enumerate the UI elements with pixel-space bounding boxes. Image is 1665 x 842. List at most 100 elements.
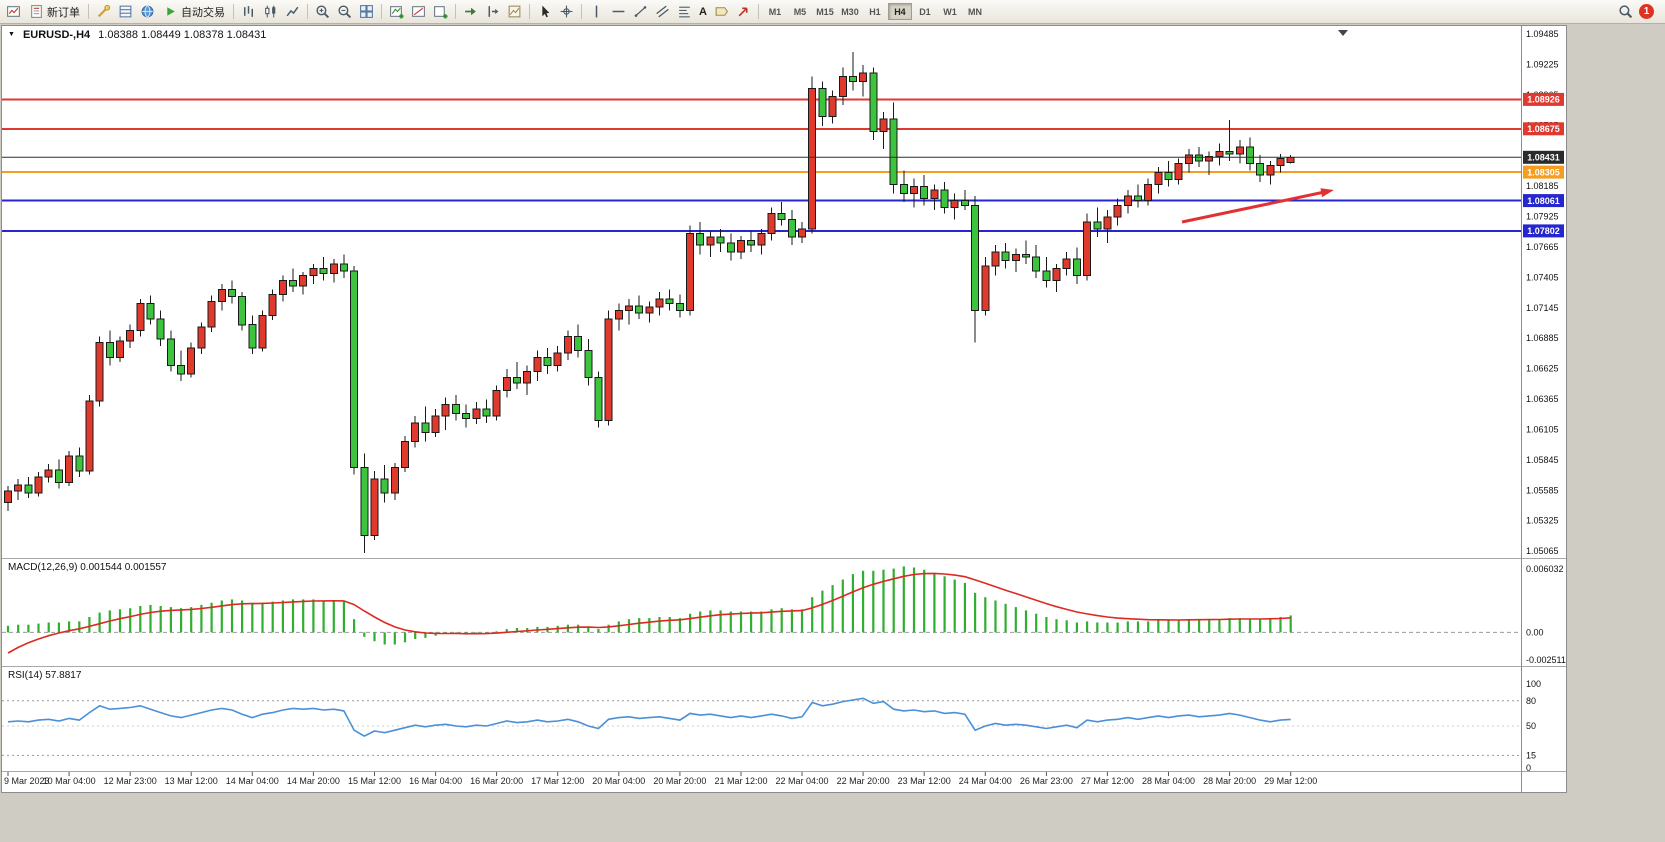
svg-text:15 Mar 12:00: 15 Mar 12:00 (348, 776, 401, 786)
notification-badge[interactable]: 1 (1639, 4, 1654, 19)
timeframe-m15-button[interactable]: M15 (813, 3, 837, 20)
price-tag (1523, 194, 1564, 208)
chart-window-button[interactable] (3, 2, 24, 22)
svg-text:1.05065: 1.05065 (1526, 546, 1559, 556)
toolbar-separator (307, 4, 308, 19)
market-depth-button[interactable] (115, 2, 136, 22)
search-button[interactable] (1615, 2, 1636, 22)
bar-chart-icon (241, 4, 256, 19)
tile-windows-icon (359, 4, 374, 19)
svg-text:13 Mar 12:00: 13 Mar 12:00 (165, 776, 218, 786)
auto-scroll-icon (463, 4, 478, 19)
svg-text:1.08675: 1.08675 (1527, 124, 1560, 134)
svg-text:9 Mar 2023: 9 Mar 2023 (4, 776, 50, 786)
horizontal-line-button[interactable] (608, 2, 629, 22)
svg-text:23 Mar 12:00: 23 Mar 12:00 (898, 776, 951, 786)
text-button[interactable]: A (696, 2, 710, 22)
timeframe-h1-button[interactable]: H1 (863, 3, 887, 20)
timeframe-m5-button[interactable]: M5 (788, 3, 812, 20)
crosshair-icon (559, 4, 574, 19)
candlestick-chart-icon (263, 4, 278, 19)
line-chart-button[interactable] (282, 2, 303, 22)
svg-text:1.08305: 1.08305 (1527, 167, 1560, 177)
timeframe-m30-button[interactable]: M30 (838, 3, 862, 20)
objects-list-button[interactable] (408, 2, 429, 22)
search-icon (1618, 4, 1633, 19)
macd-histogram (6, 566, 1292, 645)
arrow-objects-icon (736, 4, 751, 19)
trend-arrow-annotation[interactable] (1181, 188, 1334, 224)
price-tag (1523, 92, 1564, 106)
svg-text:16 Mar 04:00: 16 Mar 04:00 (409, 776, 462, 786)
timeframe-h4-button[interactable]: H4 (887, 3, 912, 20)
svg-text:1.07925: 1.07925 (1526, 212, 1559, 222)
community-button[interactable] (137, 2, 158, 22)
svg-text:1.05585: 1.05585 (1526, 485, 1559, 495)
toolbar-separator (529, 4, 530, 19)
macd-panel (2, 566, 1521, 654)
timeframe-d1-button[interactable]: D1 (913, 3, 937, 20)
svg-text:1.06625: 1.06625 (1526, 364, 1559, 374)
svg-text:1.07145: 1.07145 (1526, 303, 1559, 313)
svg-text:14 Mar 20:00: 14 Mar 20:00 (287, 776, 340, 786)
svg-text:28 Mar 04:00: 28 Mar 04:00 (1142, 776, 1195, 786)
auto-trading-button[interactable]: 自动交易 (159, 2, 229, 22)
toolbar-separator (88, 4, 89, 19)
zoom-in-button[interactable] (312, 2, 333, 22)
bar-chart-button[interactable] (238, 2, 259, 22)
timeframe-m1-button[interactable]: M1 (763, 3, 787, 20)
vertical-line-button[interactable] (586, 2, 607, 22)
svg-text:28 Mar 20:00: 28 Mar 20:00 (1203, 776, 1256, 786)
svg-text:80: 80 (1526, 696, 1536, 706)
chart-canvas[interactable]: 1.094851.092251.089651.087051.084451.081… (2, 26, 1566, 792)
chart-template-button[interactable] (504, 2, 525, 22)
crosshair-button[interactable] (556, 2, 577, 22)
wizard-button[interactable] (93, 2, 114, 22)
price-tag (1523, 150, 1564, 164)
svg-text:1.05845: 1.05845 (1526, 455, 1559, 465)
cursor-button[interactable] (534, 2, 555, 22)
arrow-objects-button[interactable] (733, 2, 754, 22)
svg-text:0.006032: 0.006032 (1526, 564, 1564, 574)
zoom-out-button[interactable] (334, 2, 355, 22)
tile-windows-button[interactable] (356, 2, 377, 22)
horizontal-line-icon (611, 4, 626, 19)
svg-text:1.09485: 1.09485 (1526, 29, 1559, 39)
toolbar-separator (455, 4, 456, 19)
text-label-icon (714, 4, 729, 19)
chart-template-icon (507, 4, 522, 19)
price-chart-svg[interactable]: 1.094851.092251.089651.087051.084451.081… (2, 26, 1566, 792)
chart-shift-icon (485, 4, 500, 19)
price-axis-background (1522, 26, 1566, 792)
svg-text:21 Mar 12:00: 21 Mar 12:00 (714, 776, 767, 786)
svg-text:1.08061: 1.08061 (1527, 196, 1560, 206)
text-label-button[interactable] (711, 2, 732, 22)
svg-text:100: 100 (1526, 679, 1541, 689)
toolbar-separator (757, 4, 759, 19)
auto-trading-icon (163, 4, 178, 19)
svg-text:22 Mar 04:00: 22 Mar 04:00 (775, 776, 828, 786)
new-order-icon (29, 4, 44, 19)
timeframe-mn-button[interactable]: MN (963, 3, 987, 20)
community-icon (140, 4, 155, 19)
chart-shift-marker[interactable] (1338, 30, 1348, 36)
auto-scroll-button[interactable] (460, 2, 481, 22)
cursor-icon (537, 4, 552, 19)
chart-shift-button[interactable] (482, 2, 503, 22)
svg-text:0: 0 (1526, 763, 1531, 773)
new-chart-button[interactable] (430, 2, 451, 22)
candlestick-chart-button[interactable] (260, 2, 281, 22)
price-tag (1523, 165, 1564, 179)
new-order-button[interactable]: 新订单 (25, 2, 84, 22)
zoom-out-icon (337, 4, 352, 19)
svg-text:1.06105: 1.06105 (1526, 425, 1559, 435)
equidistant-channel-button[interactable] (652, 2, 673, 22)
svg-text:1.09225: 1.09225 (1526, 59, 1559, 69)
new-chart-icon (433, 4, 448, 19)
indicators-button[interactable] (386, 2, 407, 22)
svg-text:1.08185: 1.08185 (1526, 181, 1559, 191)
trendline-button[interactable] (630, 2, 651, 22)
fibonacci-button[interactable] (674, 2, 695, 22)
timeframe-w1-button[interactable]: W1 (938, 3, 962, 20)
